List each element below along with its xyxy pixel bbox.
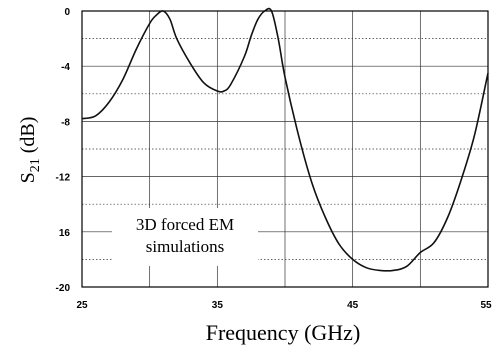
- annotation-line-1: 3D forced EM: [136, 215, 234, 234]
- y-tick-label: 16: [59, 228, 71, 239]
- y-tick-label: -4: [61, 62, 70, 73]
- y-axis-label: S21 (dB): [17, 117, 43, 184]
- y-axis-label-unit: (dB): [17, 117, 39, 159]
- y-tick-label: -12: [56, 173, 71, 184]
- annotation-line-2: simulations: [146, 237, 224, 256]
- annotation-box: [112, 208, 258, 266]
- y-tick-label: -20: [56, 283, 71, 294]
- y-tick-label: 0: [64, 7, 70, 18]
- plot-frame: [81, 10, 489, 288]
- x-tick-label: 25: [76, 300, 88, 311]
- y-tick-label: -8: [61, 117, 70, 128]
- s21-series-line: [81, 7, 489, 272]
- x-tick-label: 45: [347, 300, 359, 311]
- x-tick-label: 55: [480, 300, 492, 311]
- y-axis-label-sub: 21: [28, 158, 43, 172]
- x-axis-label: Frequency (GHz): [206, 320, 361, 345]
- x-tick-label: 35: [212, 300, 224, 311]
- tick-labels: 0 -4 -8 -12 16 -20 25 35 45 55: [56, 7, 492, 311]
- y-axis-label-main: S: [17, 172, 39, 183]
